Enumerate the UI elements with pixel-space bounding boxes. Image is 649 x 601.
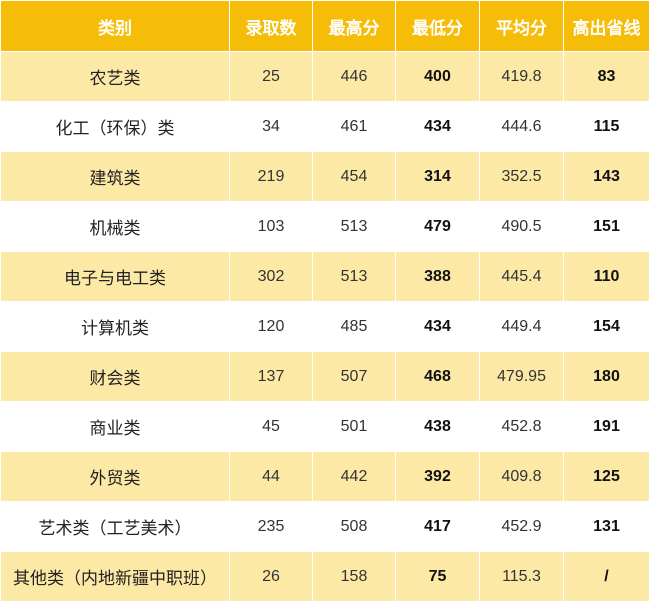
cell-min-score: 438 — [395, 401, 480, 452]
cell-admitted: 302 — [229, 251, 313, 302]
cell-avg-score: 444.6 — [479, 101, 564, 152]
cell-above-line: / — [563, 551, 649, 601]
cell-min-score: 388 — [395, 251, 480, 302]
cell-above-line: 115 — [563, 101, 649, 152]
cell-admitted: 120 — [229, 301, 313, 352]
cell-max-score: 513 — [312, 201, 396, 252]
cell-category: 计算机类 — [0, 301, 230, 352]
table-body: 农艺类 25 446 400 419.8 83 化工（环保）类 34 461 434 444.6 11… — [0, 51, 649, 601]
cell-category: 电子与电工类 — [0, 251, 230, 302]
header-row: 类别 录取数 最高分 最低分 平均分 高出省线 — [0, 0, 649, 52]
cell-min-score: 417 — [395, 501, 480, 552]
table-row: 外贸类 44 442 392 409.8 125 — [0, 451, 649, 502]
cell-above-line: 131 — [563, 501, 649, 552]
cell-admitted: 235 — [229, 501, 313, 552]
cell-admitted: 44 — [229, 451, 313, 502]
cell-max-score: 508 — [312, 501, 396, 552]
header-max-score: 最高分 — [312, 0, 396, 52]
cell-max-score: 158 — [312, 551, 396, 601]
cell-category: 外贸类 — [0, 451, 230, 502]
cell-avg-score: 445.4 — [479, 251, 564, 302]
cell-avg-score: 419.8 — [479, 51, 564, 102]
header-category: 类别 — [0, 0, 230, 52]
cell-above-line: 143 — [563, 151, 649, 202]
cell-max-score: 507 — [312, 351, 396, 402]
cell-category: 建筑类 — [0, 151, 230, 202]
cell-admitted: 25 — [229, 51, 313, 102]
cell-max-score: 461 — [312, 101, 396, 152]
cell-min-score: 392 — [395, 451, 480, 502]
cell-above-line: 154 — [563, 301, 649, 352]
cell-admitted: 103 — [229, 201, 313, 252]
cell-category: 商业类 — [0, 401, 230, 452]
table-row: 机械类 103 513 479 490.5 151 — [0, 201, 649, 252]
cell-avg-score: 449.4 — [479, 301, 564, 352]
cell-avg-score: 479.95 — [479, 351, 564, 402]
cell-min-score: 434 — [395, 101, 480, 152]
cell-category: 财会类 — [0, 351, 230, 402]
cell-admitted: 137 — [229, 351, 313, 402]
cell-category: 机械类 — [0, 201, 230, 252]
header-avg-score: 平均分 — [479, 0, 564, 52]
table-row: 化工（环保）类 34 461 434 444.6 115 — [0, 101, 649, 152]
table-row: 建筑类 219 454 314 352.5 143 — [0, 151, 649, 202]
cell-above-line: 191 — [563, 401, 649, 452]
cell-avg-score: 352.5 — [479, 151, 564, 202]
header-admitted: 录取数 — [229, 0, 313, 52]
cell-above-line: 125 — [563, 451, 649, 502]
cell-min-score: 314 — [395, 151, 480, 202]
cell-avg-score: 490.5 — [479, 201, 564, 252]
header-above-line: 高出省线 — [563, 0, 649, 52]
cell-above-line: 151 — [563, 201, 649, 252]
cell-avg-score: 115.3 — [479, 551, 564, 601]
cell-above-line: 180 — [563, 351, 649, 402]
cell-min-score: 479 — [395, 201, 480, 252]
cell-avg-score: 452.8 — [479, 401, 564, 452]
cell-max-score: 442 — [312, 451, 396, 502]
cell-above-line: 110 — [563, 251, 649, 302]
cell-min-score: 468 — [395, 351, 480, 402]
header-min-score: 最低分 — [395, 0, 480, 52]
cell-admitted: 219 — [229, 151, 313, 202]
cell-avg-score: 409.8 — [479, 451, 564, 502]
table-row: 农艺类 25 446 400 419.8 83 — [0, 51, 649, 102]
cell-avg-score: 452.9 — [479, 501, 564, 552]
cell-admitted: 34 — [229, 101, 313, 152]
table-header: 类别 录取数 最高分 最低分 平均分 高出省线 — [0, 0, 649, 52]
cell-admitted: 45 — [229, 401, 313, 452]
cell-category: 艺术类（工艺美术） — [0, 501, 230, 552]
cell-min-score: 400 — [395, 51, 480, 102]
cell-admitted: 26 — [229, 551, 313, 601]
cell-max-score: 446 — [312, 51, 396, 102]
cell-above-line: 83 — [563, 51, 649, 102]
table-row: 计算机类 120 485 434 449.4 154 — [0, 301, 649, 352]
cell-category: 化工（环保）类 — [0, 101, 230, 152]
table-row: 艺术类（工艺美术） 235 508 417 452.9 131 — [0, 501, 649, 552]
cell-max-score: 513 — [312, 251, 396, 302]
cell-category: 农艺类 — [0, 51, 230, 102]
table-row: 其他类（内地新疆中职班） 26 158 75 115.3/ — [0, 551, 649, 601]
cell-category: 其他类（内地新疆中职班） — [0, 551, 230, 601]
cell-max-score: 454 — [312, 151, 396, 202]
table-row: 商业类 45 501 438 452.8 191 — [0, 401, 649, 452]
cell-max-score: 485 — [312, 301, 396, 352]
cell-min-score: 434 — [395, 301, 480, 352]
table-row: 财会类 137 507 468 479.95 180 — [0, 351, 649, 402]
cell-max-score: 501 — [312, 401, 396, 452]
cell-min-score: 75 — [395, 551, 480, 601]
table-row: 电子与电工类 302 513 388 445.4 110 — [0, 251, 649, 302]
